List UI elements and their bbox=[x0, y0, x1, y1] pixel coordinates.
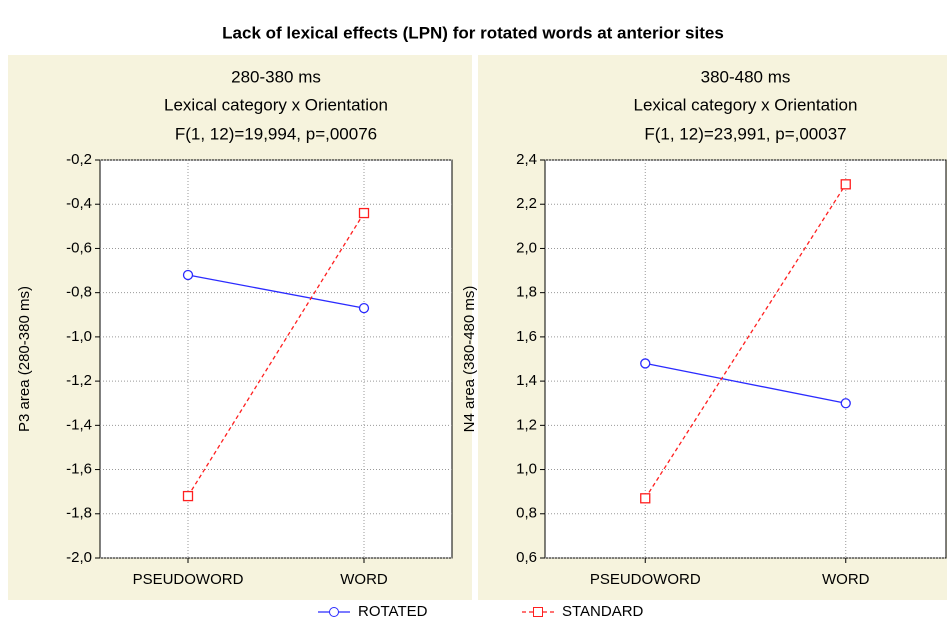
plot-area bbox=[99, 159, 453, 559]
y-tick-label: 1,6 bbox=[516, 328, 537, 345]
y-tick-label: 2,2 bbox=[516, 195, 537, 212]
marker bbox=[182, 269, 194, 281]
y-tick-label: 2,0 bbox=[516, 239, 537, 256]
y-tick-label: -0,6 bbox=[66, 239, 92, 256]
y-tick-label: -1,2 bbox=[66, 372, 92, 389]
y-axis-label: N4 area (380-480 ms) bbox=[461, 286, 478, 433]
legend-marker bbox=[329, 607, 339, 617]
y-tick-label: 1,0 bbox=[516, 461, 537, 478]
y-tick-label: -1,0 bbox=[66, 328, 92, 345]
chart-subtitle: Lexical category x Orientation bbox=[634, 95, 858, 114]
x-tick-label: WORD bbox=[822, 571, 870, 588]
marker bbox=[182, 490, 194, 502]
y-tick-label: -0,4 bbox=[66, 195, 92, 212]
marker bbox=[640, 493, 651, 504]
chart-title: 280-380 ms bbox=[231, 67, 321, 86]
marker bbox=[640, 358, 651, 369]
y-tick-label: -0,8 bbox=[66, 284, 92, 301]
y-tick-label: -2,0 bbox=[66, 549, 92, 566]
chart-subtitle: Lexical category x Orientation bbox=[164, 95, 388, 114]
chart-subtitle: F(1, 12)=23,991, p=,00037 bbox=[644, 124, 846, 143]
series-line bbox=[187, 274, 365, 309]
y-tick-label: -0,2 bbox=[66, 151, 92, 168]
y-tick-label: 1,4 bbox=[516, 372, 537, 389]
x-tick-label: WORD bbox=[340, 571, 388, 588]
legend-label: STANDARD bbox=[562, 603, 644, 620]
series-line bbox=[645, 362, 846, 404]
chart-title: 380-480 ms bbox=[701, 67, 791, 86]
y-tick-label: 0,6 bbox=[516, 549, 537, 566]
plot-area bbox=[544, 159, 947, 559]
y-tick-label: -1,6 bbox=[66, 461, 92, 478]
y-tick-label: 0,8 bbox=[516, 505, 537, 522]
y-axis-label: P3 area (280-380 ms) bbox=[16, 286, 33, 432]
legend-label: ROTATED bbox=[358, 603, 428, 620]
legend-marker bbox=[533, 607, 543, 617]
y-tick-label: 2,4 bbox=[516, 151, 537, 168]
x-tick-label: PSEUDOWORD bbox=[590, 571, 701, 588]
marker bbox=[840, 398, 851, 409]
chart-subtitle: F(1, 12)=19,994, p=,00076 bbox=[175, 124, 377, 143]
y-tick-label: -1,4 bbox=[66, 416, 92, 433]
y-tick-label: -1,8 bbox=[66, 505, 92, 522]
marker bbox=[358, 207, 370, 219]
y-tick-label: 1,2 bbox=[516, 416, 537, 433]
page-title: Lack of lexical effects (LPN) for rotate… bbox=[222, 23, 724, 42]
marker bbox=[840, 179, 851, 190]
series-line bbox=[644, 183, 847, 499]
marker bbox=[358, 302, 370, 314]
y-tick-label: 1,8 bbox=[516, 284, 537, 301]
x-tick-label: PSEUDOWORD bbox=[133, 571, 244, 588]
